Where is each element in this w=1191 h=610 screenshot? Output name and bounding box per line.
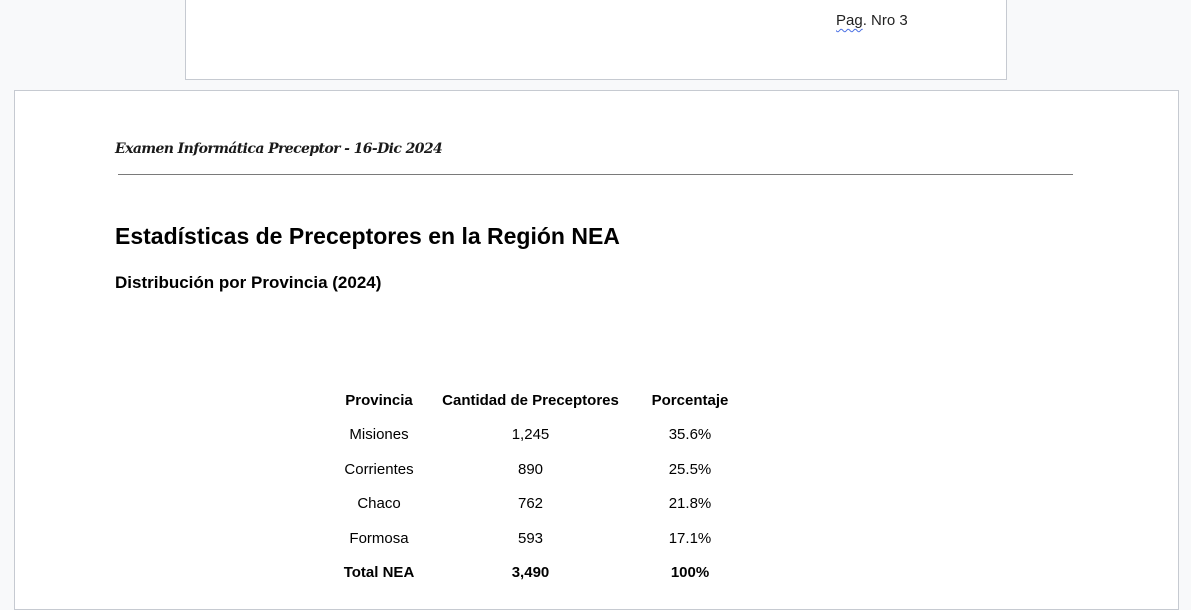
table-header-row: Provincia Cantidad de Preceptores Porcen… (325, 383, 752, 418)
table-total-row: Total NEA 3,490 100% (325, 556, 752, 591)
cell-total-label[interactable]: Total NEA (343, 564, 415, 582)
table-row: Corrientes 890 25.5% (325, 452, 752, 487)
cell-provincia[interactable]: Corrientes (344, 460, 414, 478)
column-header-provincia[interactable]: Provincia (345, 391, 413, 409)
spellcheck-word[interactable]: Pag (836, 12, 863, 29)
cell-total-cantidad[interactable]: 3,490 (511, 564, 550, 582)
statistics-table[interactable]: Provincia Cantidad de Preceptores Porcen… (325, 383, 752, 590)
page-header-text[interactable]: Examen Informática Preceptor - 16-Dic 20… (115, 141, 443, 157)
table-row: Formosa 593 17.1% (325, 521, 752, 556)
page-number-text: . Nro 3 (862, 12, 908, 29)
page-number-field[interactable]: Pag. Nro 3 (836, 12, 908, 29)
cell-cantidad[interactable]: 593 (517, 529, 544, 547)
column-header-porcentaje[interactable]: Porcentaje (651, 391, 729, 409)
current-page[interactable]: Examen Informática Preceptor - 16-Dic 20… (14, 90, 1179, 610)
cell-porcentaje[interactable]: 21.8% (668, 495, 712, 513)
cell-total-porcentaje[interactable]: 100% (670, 564, 710, 582)
cell-cantidad[interactable]: 890 (517, 460, 544, 478)
document-subtitle[interactable]: Distribución por Provincia (2024) (115, 273, 382, 292)
document-title[interactable]: Estadísticas de Preceptores en la Región… (115, 223, 620, 249)
cell-porcentaje[interactable]: 17.1% (668, 529, 712, 547)
cell-provincia[interactable]: Misiones (349, 426, 409, 444)
cell-provincia[interactable]: Formosa (349, 529, 409, 547)
cell-provincia[interactable]: Chaco (357, 495, 401, 513)
table-row: Misiones 1,245 35.6% (325, 418, 752, 453)
header-divider (118, 174, 1073, 175)
cell-cantidad[interactable]: 762 (517, 495, 544, 513)
previous-page: Pag. Nro 3 (185, 0, 1007, 80)
cell-porcentaje[interactable]: 25.5% (668, 460, 712, 478)
table-row: Chaco 762 21.8% (325, 487, 752, 522)
column-header-cantidad[interactable]: Cantidad de Preceptores (442, 391, 619, 409)
cell-porcentaje[interactable]: 35.6% (668, 426, 712, 444)
cell-cantidad[interactable]: 1,245 (511, 426, 550, 444)
